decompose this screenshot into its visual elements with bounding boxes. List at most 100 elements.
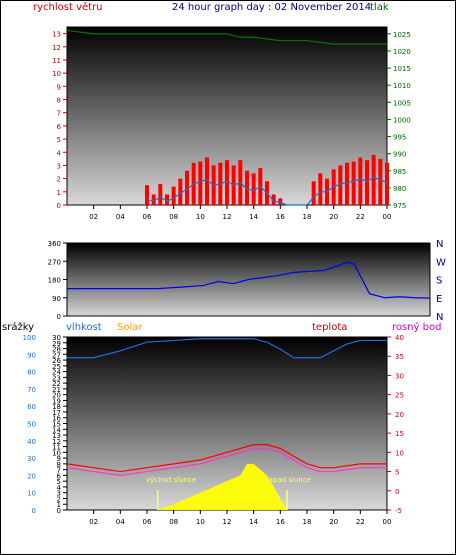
- humidity-tick-label: 100: [23, 334, 36, 342]
- x-tick-label: 22: [356, 518, 365, 526]
- humidity-tick-label: 70: [27, 386, 36, 394]
- rain-tick-label: 10: [52, 449, 61, 457]
- right-tick-label: 990: [393, 151, 406, 159]
- title-rain: srážky: [2, 321, 34, 333]
- gust-bar: [271, 194, 276, 205]
- gust-bar: [245, 170, 249, 205]
- wind-series: [66, 29, 389, 206]
- rain-tick-label: 22: [52, 380, 61, 388]
- gust-bar: [385, 162, 389, 205]
- left-tick-label: 12: [52, 44, 61, 52]
- right-tick-label: 975: [393, 202, 406, 210]
- annotation-sunset: západ slunce: [265, 476, 311, 484]
- right-tick-label: 1010: [393, 82, 411, 90]
- rain-tick-label: 15: [52, 421, 61, 429]
- gust-bar: [171, 186, 176, 205]
- temperature-axes: 0102030405060708090100012345678910111213…: [23, 334, 404, 526]
- humidity-tick-label: 90: [27, 351, 36, 359]
- left-tick-label: 5: [57, 136, 61, 144]
- left-tick-label: 13: [52, 31, 61, 39]
- title-dewpoint: rosný bod: [392, 321, 441, 333]
- x-tick-label: 20: [329, 518, 338, 526]
- left-tick-label: 7: [57, 110, 61, 118]
- temp-tick-label: -5: [395, 507, 402, 515]
- rain-tick-label: 27: [52, 351, 61, 359]
- wind-direction-line: [67, 261, 431, 299]
- pressure-line: [66, 29, 387, 45]
- gust-bar: [358, 157, 363, 205]
- title-humidity: vlhkost: [66, 322, 102, 333]
- gust-bar: [378, 158, 383, 205]
- rain-tick-label: 24: [52, 369, 61, 377]
- x-tick-label: 22: [356, 213, 365, 221]
- x-tick-label: 18: [303, 518, 312, 526]
- left-tick-label: 4: [57, 149, 62, 157]
- temp-tick-label: 35: [395, 353, 404, 361]
- x-tick-label: 14: [249, 213, 258, 221]
- solar-area: [157, 463, 287, 510]
- dewpoint-line: [66, 447, 387, 477]
- dir-tick-label: 180: [48, 277, 61, 285]
- x-tick-label: 18: [303, 213, 312, 221]
- left-tick-label: 11: [52, 57, 61, 65]
- gust-bar: [151, 194, 156, 205]
- left-tick-label: 0: [57, 202, 61, 210]
- temperature-line: [66, 444, 387, 473]
- right-tick-label: 1015: [393, 65, 411, 73]
- x-tick-label: 12: [223, 213, 232, 221]
- gust-bar: [365, 160, 369, 205]
- x-tick-label: 08: [169, 213, 178, 221]
- rain-tick-label: 21: [52, 386, 61, 394]
- humidity-tick-label: 60: [27, 403, 36, 411]
- right-tick-label: 995: [393, 134, 406, 142]
- rain-tick-label: 20: [52, 392, 61, 400]
- rain-tick-label: 28: [52, 346, 61, 354]
- x-tick-label: 14: [249, 518, 258, 526]
- x-tick-label: 02: [89, 518, 98, 526]
- temp-tick-label: 5: [395, 469, 399, 477]
- humidity-tick-label: 20: [27, 472, 36, 480]
- rain-tick-label: 12: [52, 438, 61, 446]
- right-tick-label: 980: [393, 185, 406, 193]
- x-tick-label: 00: [383, 518, 392, 526]
- rain-tick-label: 18: [52, 403, 61, 411]
- gust-bar: [338, 165, 343, 205]
- gust-bar: [205, 157, 209, 205]
- rain-tick-label: 6: [57, 472, 62, 480]
- x-tick-label: 20: [329, 213, 338, 221]
- right-tick-label: 1020: [393, 48, 411, 56]
- rain-tick-label: 7: [57, 467, 61, 475]
- humidity-line: [67, 338, 387, 359]
- gust-bar: [178, 178, 183, 205]
- gust-bar: [165, 194, 169, 205]
- wind-speed-line: [146, 176, 388, 206]
- gust-bar: [145, 185, 149, 205]
- rain-tick-label: 13: [52, 432, 61, 440]
- left-tick-label: 3: [57, 162, 61, 170]
- rain-tick-label: 14: [52, 426, 61, 434]
- rain-tick-label: 25: [52, 363, 61, 371]
- temp-tick-label: 30: [395, 372, 404, 380]
- compass-label: W: [436, 257, 446, 268]
- rain-tick-label: 11: [52, 444, 61, 452]
- gust-bar: [318, 173, 323, 205]
- temperature-series: [66, 338, 387, 510]
- gust-bar: [371, 154, 376, 205]
- rain-tick-label: 3: [57, 490, 61, 498]
- x-tick-label: 06: [143, 518, 152, 526]
- gust-bar: [351, 161, 356, 205]
- left-tick-label: 8: [57, 97, 61, 105]
- rain-tick-label: 29: [52, 340, 61, 348]
- left-tick-label: 1: [57, 189, 61, 197]
- gust-bar: [251, 173, 256, 205]
- x-tick-label: 12: [223, 518, 232, 526]
- left-tick-label: 10: [52, 70, 61, 78]
- rain-tick-label: 0: [57, 507, 61, 515]
- rain-tick-label: 17: [52, 409, 61, 417]
- rain-tick-label: 8: [57, 461, 61, 469]
- x-tick-label: 16: [276, 213, 285, 221]
- temp-tick-label: 10: [395, 449, 404, 457]
- temp-tick-label: 20: [395, 411, 404, 419]
